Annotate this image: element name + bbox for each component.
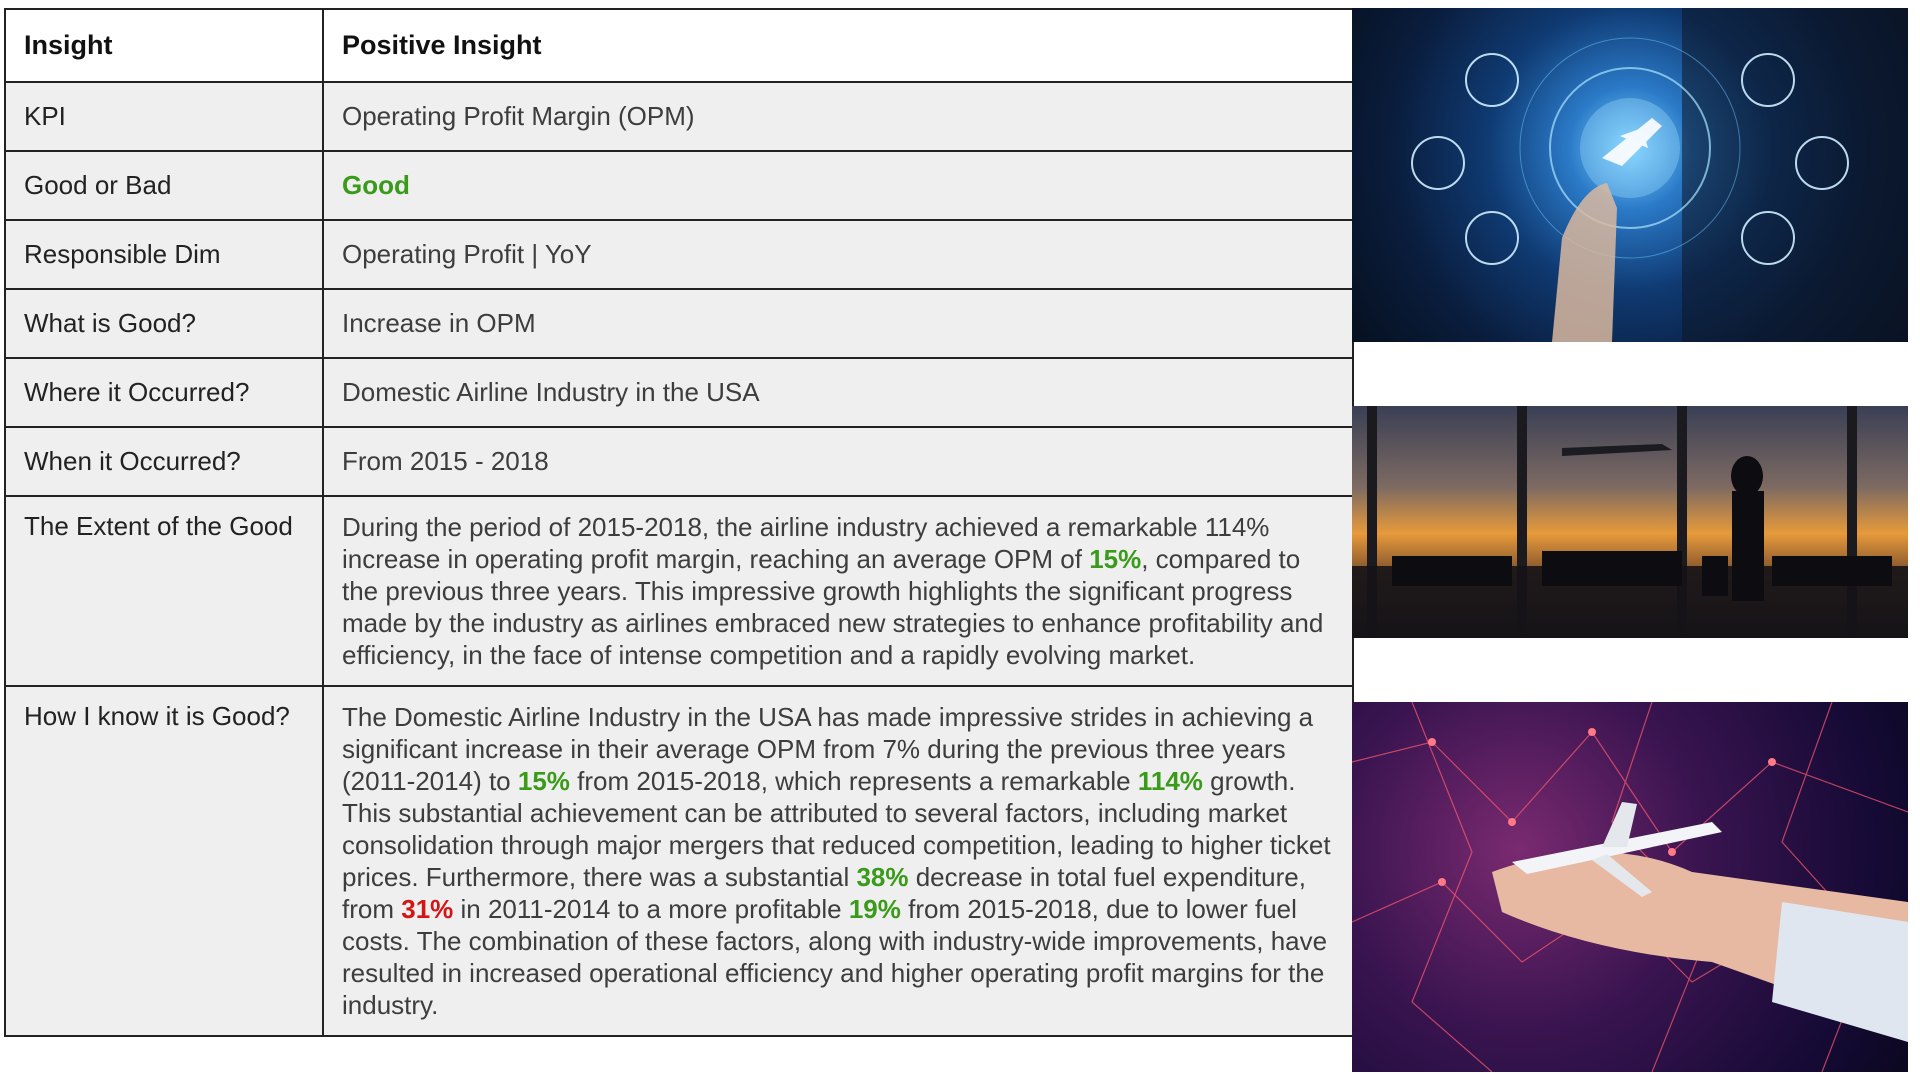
row-value-how: The Domestic Airline Industry in the USA… (322, 685, 1354, 1037)
how-text-6: from 2015-2018, due to lower fuel costs.… (342, 894, 1328, 1020)
table-row-what-is-good: What is Good? Increase in OPM (4, 288, 1354, 359)
airplane-on-hand-image (1352, 702, 1908, 1072)
row-value-where: Domestic Airline Industry in the USA (322, 357, 1354, 428)
how-text-4: decrease in total fuel expenditure, from (342, 862, 1306, 924)
table-row-when: When it Occurred? From 2015 - 2018 (4, 426, 1354, 497)
how-highlight-38: 38% (856, 862, 909, 892)
how-text-1: The Domestic Airline Industry in the USA… (342, 702, 1314, 796)
how-text-5: in 2011-2014 to a more profitable (453, 894, 849, 924)
table-row-extent: The Extent of the Good During the period… (4, 495, 1354, 687)
row-label-good-or-bad: Good or Bad (4, 150, 324, 221)
row-label-extent: The Extent of the Good (4, 495, 324, 687)
row-label-responsible-dim: Responsible Dim (4, 219, 324, 290)
good-badge: Good (342, 170, 410, 200)
airport-terminal-image (1352, 406, 1908, 638)
how-highlight-114: 114% (1137, 766, 1203, 796)
row-value-kpi: Operating Profit Margin (OPM) (322, 81, 1354, 152)
row-value-responsible-dim: Operating Profit | YoY (322, 219, 1354, 290)
how-text-2: from 2015-2018, which represents a remar… (569, 766, 1138, 796)
row-value-when: From 2015 - 2018 (322, 426, 1354, 497)
row-value-extent: During the period of 2015-2018, the airl… (322, 495, 1354, 687)
row-label-what-is-good: What is Good? (4, 288, 324, 359)
extent-text-1: During the period of 2015-2018, the airl… (342, 512, 1270, 574)
how-highlight-31: 31% (401, 894, 454, 924)
table-row-how: How I know it is Good? The Domestic Airl… (4, 685, 1354, 1037)
extent-text-2: , compared to the previous three years. … (342, 544, 1324, 670)
insight-table: Insight Positive Insight KPI Operating P… (4, 8, 1354, 1037)
airport-terminal-icon (1352, 406, 1908, 638)
row-value-what-is-good: Increase in OPM (322, 288, 1354, 359)
how-highlight-15: 15% (517, 766, 570, 796)
table-row-kpi: KPI Operating Profit Margin (OPM) (4, 81, 1354, 152)
row-label-when: When it Occurred? (4, 426, 324, 497)
table-header-row: Insight Positive Insight (4, 8, 1354, 83)
table-row-where: Where it Occurred? Domestic Airline Indu… (4, 357, 1354, 428)
row-value-good-or-bad: Good (322, 150, 1354, 221)
airplane-on-hand-icon (1352, 702, 1908, 1072)
row-label-kpi: KPI (4, 81, 324, 152)
airplane-touch-image (1352, 8, 1908, 342)
header-positive-insight: Positive Insight (322, 8, 1354, 83)
table-row-responsible-dim: Responsible Dim Operating Profit | YoY (4, 219, 1354, 290)
header-insight: Insight (4, 8, 324, 83)
table-row-good-or-bad: Good or Bad Good (4, 150, 1354, 221)
extent-highlight-15: 15% (1089, 544, 1142, 574)
how-highlight-19: 19% (848, 894, 901, 924)
airplane-touch-icon (1411, 8, 1908, 342)
row-label-how: How I know it is Good? (4, 685, 324, 1037)
row-label-where: Where it Occurred? (4, 357, 324, 428)
how-text-3: growth. This substantial achievement can… (342, 766, 1331, 892)
